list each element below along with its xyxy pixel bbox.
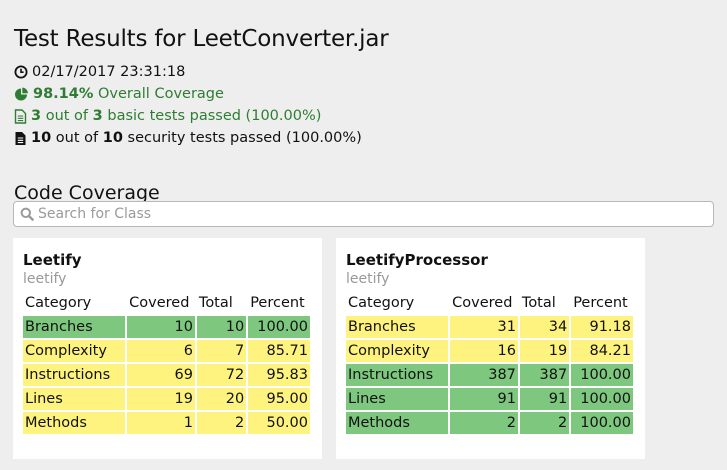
cell-covered: 387 [450, 364, 518, 386]
search-icon [20, 207, 34, 221]
timestamp: 02/17/2017 23:31:18 [32, 64, 186, 80]
cell-covered: 1 [127, 412, 195, 434]
basic-total-count: 3 [92, 108, 103, 124]
cell-covered: 6 [127, 340, 195, 362]
security-tests-mid: out of [55, 130, 99, 146]
class-card-leetifyprocessor: LeetifyProcessor leetify Category Covere… [336, 238, 645, 459]
column-header-total: Total [521, 295, 556, 311]
coverage-table: Category Covered Total Percent Branches 3… [344, 290, 635, 436]
cell-percent: 100.00 [571, 412, 633, 434]
table-row: Branches 10 10 100.00 [23, 316, 310, 338]
table-row: Methods 1 2 50.00 [23, 412, 310, 434]
cell-percent: 100.00 [571, 364, 633, 386]
timestamp-row: 02/17/2017 23:31:18 [14, 61, 362, 83]
document-icon [14, 108, 27, 124]
coverage-label: Overall Coverage [98, 86, 224, 102]
class-name: LeetifyProcessor [346, 251, 488, 269]
cell-percent: 95.83 [248, 364, 310, 386]
cell-covered: 31 [450, 316, 518, 338]
coverage-table-body: Branches 10 10 100.00 Complexity 6 7 85.71 Instr… [23, 316, 310, 434]
table-row: Lines 19 20 95.00 [23, 388, 310, 410]
class-package: leetify [23, 271, 67, 287]
cell-total: 34 [519, 316, 570, 338]
coverage-table: Category Covered Total Percent Branches 1… [21, 290, 312, 436]
cell-total: 91 [519, 388, 570, 410]
code-coverage-heading: Code Coverage [14, 181, 160, 204]
search-input[interactable] [34, 205, 700, 223]
cell-percent: 50.00 [248, 412, 310, 434]
column-header-total: Total [198, 295, 233, 311]
cell-percent: 95.00 [248, 388, 310, 410]
cell-category: Lines [23, 388, 126, 410]
table-row: Methods 2 2 100.00 [346, 412, 633, 434]
page-title: Test Results for LeetConverter.jar [14, 26, 389, 53]
cell-percent: 84.21 [571, 340, 633, 362]
cell-total: 387 [519, 364, 570, 386]
table-row: Lines 91 91 100.00 [346, 388, 633, 410]
basic-tests-row: 3 out of 3 basic tests passed (100.00%) [14, 105, 362, 127]
security-tests-suffix: security tests passed (100.00%) [127, 130, 362, 146]
cell-percent: 100.00 [248, 316, 310, 338]
table-row: Instructions 69 72 95.83 [23, 364, 310, 386]
pie-chart-icon [15, 87, 28, 100]
cell-total: 10 [196, 316, 247, 338]
cell-total: 2 [519, 412, 570, 434]
table-row: Complexity 16 19 84.21 [346, 340, 633, 362]
column-header-percent: Percent [573, 295, 628, 311]
column-header-category: Category [348, 295, 415, 311]
cell-category: Lines [346, 388, 449, 410]
coverage-value: 98.14% [33, 86, 94, 102]
basic-passed-count: 3 [31, 108, 42, 124]
cell-covered: 2 [450, 412, 518, 434]
class-card-leetify: Leetify leetify Category Covered Total P… [13, 238, 322, 459]
security-passed-count: 10 [31, 130, 52, 146]
class-package: leetify [346, 271, 390, 287]
cell-category: Methods [23, 412, 126, 434]
cell-covered: 69 [127, 364, 195, 386]
cell-covered: 19 [127, 388, 195, 410]
column-header-covered: Covered [452, 295, 513, 311]
document-filled-icon [15, 131, 26, 145]
column-header-category: Category [25, 295, 92, 311]
cell-category: Complexity [23, 340, 126, 362]
class-name: Leetify [23, 251, 82, 269]
security-total-count: 10 [102, 130, 123, 146]
security-tests-row: 10 out of 10 security tests passed (100.… [14, 127, 362, 149]
cell-total: 19 [519, 340, 570, 362]
cell-total: 20 [196, 388, 247, 410]
class-search[interactable] [13, 201, 714, 227]
cell-category: Branches [23, 316, 126, 338]
cell-category: Instructions [346, 364, 449, 386]
coverage-row: 98.14% Overall Coverage [14, 83, 362, 105]
cell-category: Methods [346, 412, 449, 434]
cell-percent: 85.71 [248, 340, 310, 362]
table-row: Branches 31 34 91.18 [346, 316, 633, 338]
cell-total: 2 [196, 412, 247, 434]
table-header-row: Category Covered Total Percent [346, 292, 633, 314]
cell-covered: 10 [127, 316, 195, 338]
cell-covered: 91 [450, 388, 518, 410]
cell-covered: 16 [450, 340, 518, 362]
cell-percent: 100.00 [571, 388, 633, 410]
table-header-row: Category Covered Total Percent [23, 292, 310, 314]
column-header-covered: Covered [129, 295, 190, 311]
basic-tests-mid: out of [45, 108, 89, 124]
cell-total: 7 [196, 340, 247, 362]
summary-stats: 02/17/2017 23:31:18 98.14% Overall Cover… [14, 61, 362, 149]
cell-percent: 91.18 [571, 316, 633, 338]
cell-category: Complexity [346, 340, 449, 362]
table-row: Instructions 387 387 100.00 [346, 364, 633, 386]
clock-icon [14, 65, 28, 79]
cell-category: Branches [346, 316, 449, 338]
basic-tests-suffix: basic tests passed (100.00%) [107, 108, 322, 124]
cell-total: 72 [196, 364, 247, 386]
column-header-percent: Percent [250, 295, 305, 311]
coverage-table-body: Branches 31 34 91.18 Complexity 16 19 84.21 Inst… [346, 316, 633, 434]
table-row: Complexity 6 7 85.71 [23, 340, 310, 362]
cell-category: Instructions [23, 364, 126, 386]
